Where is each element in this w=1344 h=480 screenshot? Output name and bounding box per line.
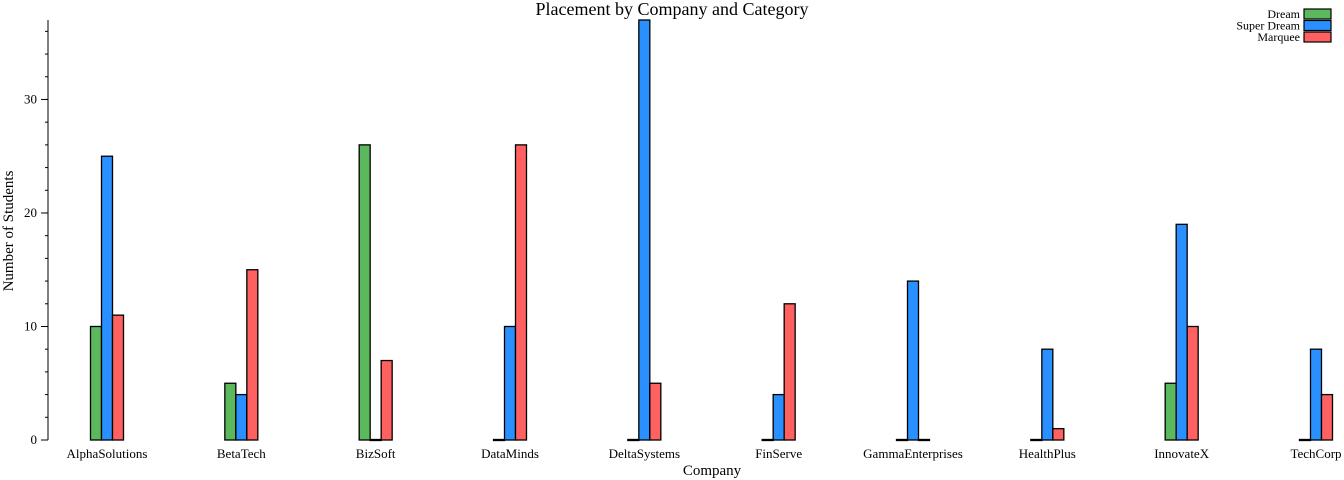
x-tick-label: AlphaSolutions xyxy=(67,446,148,461)
x-tick-label: TechCorp xyxy=(1290,446,1341,461)
x-tick-labels: AlphaSolutions BetaTech BizSoft DataMinds De… xyxy=(67,446,1342,461)
axes xyxy=(41,20,49,441)
bar xyxy=(761,438,774,442)
x-tick-label: FinServe xyxy=(755,446,802,461)
bar xyxy=(1320,393,1334,441)
bar xyxy=(1186,325,1199,441)
bar xyxy=(1298,438,1312,442)
y-tick-labels: 0 10 20 30 xyxy=(24,91,37,447)
bar xyxy=(111,314,125,441)
bars xyxy=(89,19,1334,442)
bar xyxy=(1041,348,1054,441)
x-tick-label: InnovateX xyxy=(1154,446,1209,461)
legend-swatch xyxy=(1303,8,1332,20)
x-tick-label: HealthPlus xyxy=(1019,446,1076,461)
legend-label: Dream xyxy=(1267,7,1300,21)
legend-swatch xyxy=(1303,31,1332,43)
bar xyxy=(1175,223,1188,441)
bar xyxy=(906,280,920,441)
bar xyxy=(1030,438,1043,442)
bar xyxy=(89,325,103,441)
bar xyxy=(380,359,393,441)
x-axis-label: Company xyxy=(683,463,742,479)
x-tick-label: DataMinds xyxy=(481,446,539,461)
legend-label: Marquee xyxy=(1257,30,1300,44)
y-axis-label: Number of Students xyxy=(1,170,17,291)
x-tick-label: BizSoft xyxy=(356,446,396,461)
bar xyxy=(917,438,931,442)
bar xyxy=(627,438,640,442)
chart-title: Placement by Company and Category xyxy=(536,0,809,19)
bar xyxy=(895,438,909,442)
legend-swatch xyxy=(1303,19,1332,32)
bar xyxy=(772,393,785,441)
bar xyxy=(503,325,517,441)
bar xyxy=(224,382,237,441)
y-tick-label: 30 xyxy=(24,91,37,106)
y-tick-label: 0 xyxy=(31,432,38,447)
bar xyxy=(235,393,248,441)
bar xyxy=(649,382,662,441)
bar xyxy=(1052,427,1065,441)
bar xyxy=(1309,348,1323,441)
bar xyxy=(1164,382,1177,441)
x-tick-label: BetaTech xyxy=(217,446,266,461)
x-tick-label: GammaEnterprises xyxy=(863,446,963,461)
y-tick-label: 10 xyxy=(24,318,37,333)
x-tick-label: DeltaSystems xyxy=(609,446,681,461)
bar xyxy=(358,144,371,441)
bar xyxy=(369,438,382,442)
bar xyxy=(100,155,114,441)
legend-label: Super Dream xyxy=(1236,19,1300,33)
bar xyxy=(246,269,259,441)
bar xyxy=(492,438,506,442)
bar xyxy=(783,303,796,441)
bar xyxy=(638,19,651,441)
y-tick-label: 20 xyxy=(24,205,37,220)
bar xyxy=(514,144,528,441)
